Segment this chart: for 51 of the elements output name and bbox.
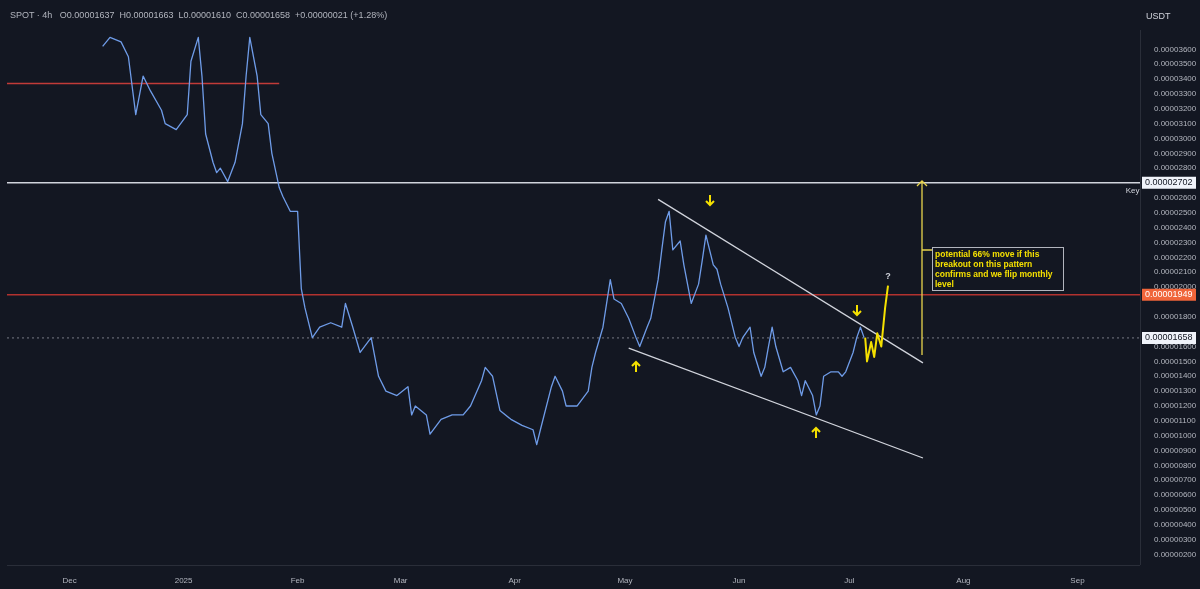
- annotation: potential 66% move if this breakout on this pattern confirms and we flip monthly level: [932, 247, 1064, 291]
- y-tick-label: 0.00001000: [1154, 430, 1197, 440]
- ref-line-label: 0.00001949: [1145, 289, 1193, 300]
- y-tick-label: 0.00003000: [1154, 133, 1197, 143]
- annotation: Key: [1125, 185, 1140, 195]
- y-tick-label: 0.00003200: [1154, 103, 1197, 113]
- y-tick-label: 0.00002200: [1154, 252, 1197, 262]
- x-tick-label: Sep: [1070, 576, 1086, 585]
- y-tick-label: 0.00002000: [1154, 282, 1197, 292]
- x-tick-label: May: [617, 576, 633, 585]
- x-tick-label: Aug: [956, 576, 971, 585]
- annotation: ?: [885, 271, 891, 282]
- x-tick-label: Dec: [62, 576, 77, 585]
- x-tick-label: Mar: [393, 576, 408, 585]
- y-tick-label: 0.00001300: [1154, 386, 1197, 396]
- y-tick-label: 0.00001800: [1154, 312, 1197, 322]
- y-tick-label: 0.00002400: [1154, 222, 1197, 232]
- y-tick-label: 0.00002300: [1154, 237, 1197, 247]
- y-axis-title: USDT: [1146, 11, 1171, 22]
- y-tick-label: 0.00002500: [1154, 207, 1197, 217]
- x-tick-label: Jul: [844, 576, 855, 585]
- y-tick-label: 0.00000600: [1154, 490, 1197, 500]
- y-tick-label: 0.00003600: [1154, 44, 1197, 54]
- y-tick-label: 0.00001200: [1154, 401, 1197, 411]
- y-tick-label: 0.00001100: [1154, 416, 1197, 426]
- y-tick-label: 0.00003300: [1154, 89, 1197, 99]
- ref-line-label: 0.00001658: [1145, 332, 1193, 343]
- y-tick-label: 0.00000200: [1154, 549, 1197, 559]
- y-tick-label: 0.00003100: [1154, 118, 1197, 128]
- ref-line-label: 0.00002702: [1145, 177, 1193, 188]
- y-tick-label: 0.00000500: [1154, 505, 1197, 515]
- y-tick-label: 0.00003500: [1154, 59, 1197, 69]
- x-tick-label: Jun: [732, 576, 746, 585]
- y-tick-label: 0.00001600: [1154, 341, 1197, 351]
- y-tick-label: 0.00000800: [1154, 460, 1197, 470]
- x-tick-label: Apr: [508, 576, 522, 585]
- y-tick-label: 0.00000300: [1154, 534, 1197, 544]
- y-tick-label: 0.00000700: [1154, 475, 1197, 485]
- y-tick-label: 0.00002800: [1154, 163, 1197, 173]
- chart-title: SPOT · 4h: [10, 10, 54, 20]
- chart-subtitle: O0.00001637 H0.00001663 L0.00001610 C0.00001658 +0.00000021 (+1.28%): [59, 10, 388, 20]
- y-tick-label: 0.00002600: [1154, 193, 1197, 203]
- y-tick-label: 0.00001400: [1154, 371, 1197, 381]
- y-tick-label: 0.00000900: [1154, 445, 1197, 455]
- x-tick-label: 2025: [174, 576, 194, 585]
- x-tick-label: Feb: [290, 576, 306, 585]
- y-tick-label: 0.00000400: [1154, 520, 1197, 530]
- y-tick-label: 0.00002900: [1154, 148, 1197, 158]
- y-tick-label: 0.00001500: [1154, 356, 1197, 366]
- y-tick-label: 0.00002100: [1154, 267, 1197, 277]
- y-tick-label: 0.00003400: [1154, 74, 1197, 84]
